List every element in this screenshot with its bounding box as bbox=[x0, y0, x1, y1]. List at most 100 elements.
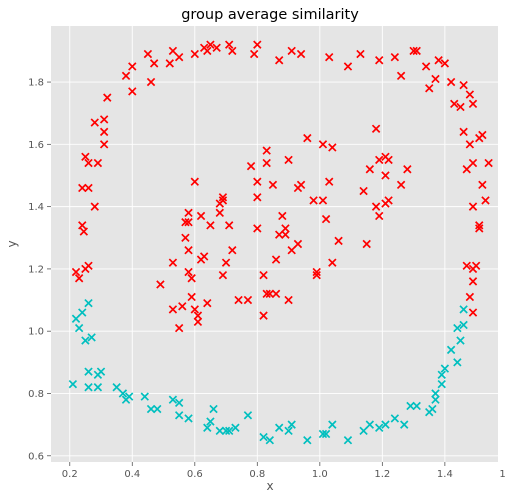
red-cluster-point bbox=[128, 87, 137, 96]
red-cluster-point bbox=[375, 56, 384, 65]
red-cluster-point bbox=[459, 80, 468, 90]
red-cluster-point bbox=[309, 196, 318, 205]
red-cluster-point bbox=[475, 221, 484, 230]
red-cluster-point bbox=[181, 233, 190, 242]
red-cluster-point bbox=[262, 146, 271, 155]
x-tick-label: 0.4 bbox=[124, 469, 140, 480]
cyan-cluster-point bbox=[206, 417, 215, 426]
red-cluster-point bbox=[121, 71, 131, 81]
cyan-cluster-point bbox=[84, 367, 93, 376]
red-cluster-point bbox=[375, 211, 384, 221]
red-cluster-point bbox=[462, 165, 471, 174]
red-cluster-point bbox=[190, 177, 199, 186]
red-cluster-point bbox=[218, 270, 228, 280]
data-points bbox=[68, 40, 493, 445]
cyan-cluster-point bbox=[328, 420, 337, 429]
cyan-cluster-point bbox=[431, 389, 440, 398]
y-tick-label: 0.8 bbox=[28, 389, 44, 400]
cyan-cluster-point bbox=[456, 336, 465, 345]
red-cluster-point bbox=[234, 295, 243, 305]
red-cluster-point bbox=[218, 193, 228, 202]
red-cluster-point bbox=[456, 102, 465, 112]
red-cluster-point bbox=[168, 258, 178, 267]
cyan-cluster-point bbox=[68, 379, 78, 389]
y-tick-label: 1.6 bbox=[28, 140, 44, 151]
cyan-cluster-point bbox=[203, 423, 212, 432]
cyan-cluster-point bbox=[87, 333, 96, 342]
x-tick-label: 1.0 bbox=[312, 469, 328, 480]
red-cluster-point bbox=[71, 267, 81, 277]
red-cluster-point bbox=[84, 261, 93, 271]
red-cluster-point bbox=[343, 62, 353, 71]
red-cluster-point bbox=[190, 49, 199, 59]
cyan-cluster-point bbox=[343, 435, 353, 445]
red-cluster-point bbox=[187, 292, 196, 302]
red-cluster-point bbox=[99, 115, 109, 124]
red-cluster-point bbox=[384, 155, 393, 165]
cyan-cluster-point bbox=[274, 423, 284, 432]
red-cluster-point bbox=[384, 196, 393, 205]
red-cluster-point bbox=[206, 40, 215, 49]
red-cluster-point bbox=[468, 308, 478, 317]
red-cluster-point bbox=[468, 99, 478, 109]
red-cluster-point bbox=[475, 224, 484, 233]
red-cluster-point bbox=[253, 224, 262, 233]
red-cluster-point bbox=[478, 130, 487, 140]
red-cluster-point bbox=[168, 305, 178, 314]
red-cluster-point bbox=[334, 236, 343, 246]
cyan-cluster-point bbox=[437, 379, 446, 389]
red-cluster-point bbox=[181, 217, 190, 227]
red-cluster-point bbox=[253, 40, 262, 49]
red-cluster-point bbox=[293, 239, 303, 249]
y-tick-label: 0.6 bbox=[28, 451, 44, 462]
red-cluster-point bbox=[215, 208, 224, 218]
red-cluster-point bbox=[84, 158, 93, 168]
red-cluster-point bbox=[312, 270, 321, 280]
cyan-cluster-point bbox=[71, 314, 81, 323]
cyan-cluster-point bbox=[446, 345, 456, 355]
red-cluster-point bbox=[103, 93, 112, 102]
red-cluster-point bbox=[274, 230, 284, 239]
x-tick-label: 1.4 bbox=[437, 469, 453, 480]
x-tick-label: 0.8 bbox=[249, 469, 265, 480]
red-cluster-point bbox=[287, 246, 296, 255]
cyan-cluster-point bbox=[459, 320, 468, 330]
red-cluster-point bbox=[90, 202, 99, 211]
red-cluster-point bbox=[259, 270, 268, 280]
red-cluster-point bbox=[78, 183, 87, 193]
cyan-cluster-point bbox=[224, 426, 234, 436]
cyan-cluster-point bbox=[321, 429, 331, 439]
red-cluster-point bbox=[193, 311, 203, 320]
x-tick-label: 0.6 bbox=[187, 469, 203, 480]
red-cluster-point bbox=[271, 255, 281, 264]
red-cluster-point bbox=[249, 49, 259, 59]
cyan-cluster-point bbox=[84, 298, 93, 308]
red-cluster-point bbox=[321, 214, 331, 224]
cyan-cluster-point bbox=[112, 383, 121, 392]
cyan-cluster-point bbox=[140, 392, 149, 401]
red-cluster-point bbox=[287, 46, 296, 56]
y-axis-label: y bbox=[5, 240, 19, 247]
cyan-cluster-point bbox=[81, 336, 90, 345]
red-cluster-point bbox=[390, 52, 400, 62]
red-cluster-point bbox=[218, 196, 228, 205]
red-cluster-point bbox=[81, 152, 90, 162]
red-cluster-point bbox=[265, 289, 275, 299]
cyan-cluster-point bbox=[437, 370, 446, 380]
red-cluster-point bbox=[371, 202, 381, 211]
red-cluster-point bbox=[325, 52, 334, 62]
red-cluster-point bbox=[174, 52, 184, 62]
x-tick-label: 1.2 bbox=[374, 469, 390, 480]
cyan-cluster-point bbox=[221, 426, 231, 436]
cyan-cluster-point bbox=[453, 323, 462, 333]
red-cluster-point bbox=[149, 59, 159, 68]
cyan-cluster-point bbox=[318, 429, 328, 439]
red-cluster-point bbox=[206, 221, 215, 230]
red-cluster-point bbox=[212, 43, 221, 53]
red-cluster-point bbox=[224, 221, 234, 230]
red-cluster-point bbox=[462, 261, 471, 271]
red-cluster-point bbox=[440, 59, 450, 68]
red-cluster-point bbox=[199, 252, 209, 261]
red-cluster-point bbox=[365, 165, 375, 174]
red-cluster-point bbox=[356, 49, 365, 59]
